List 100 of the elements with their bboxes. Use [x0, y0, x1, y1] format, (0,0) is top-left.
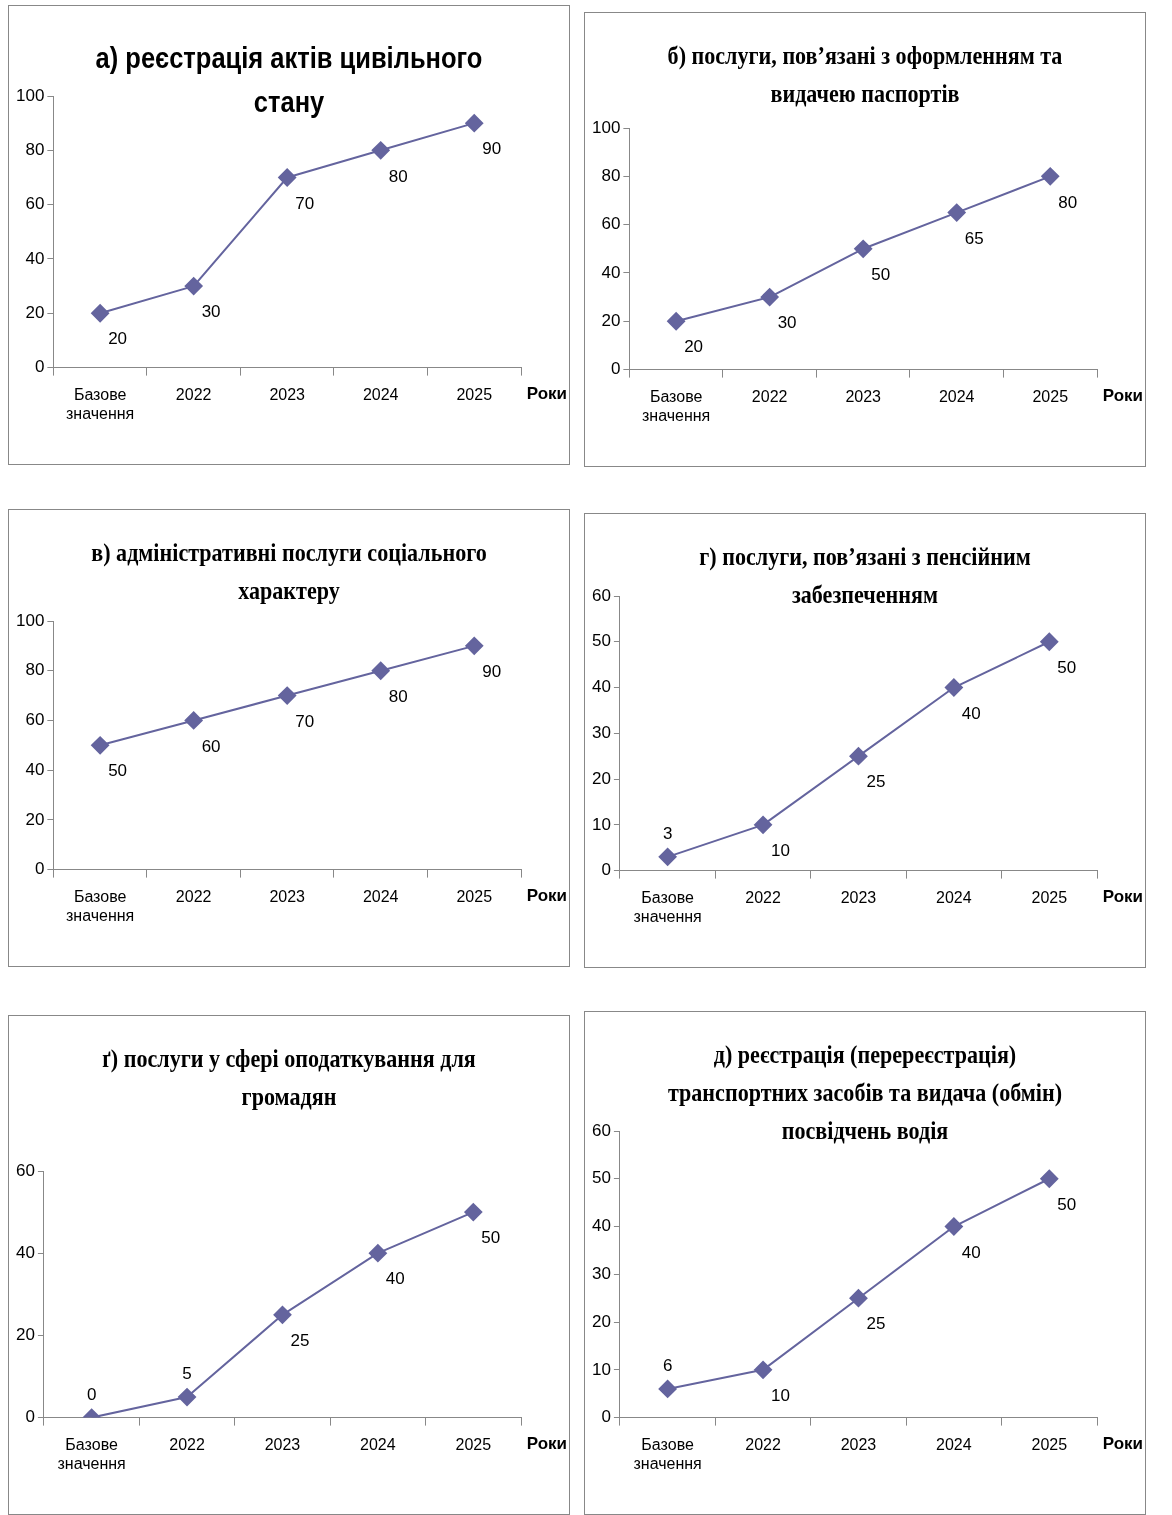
y-tick-label: 30 — [591, 722, 611, 742]
data-label: 3 — [662, 824, 673, 844]
y-tick-label: 0 — [601, 860, 611, 880]
y-tick-label: 20 — [25, 809, 45, 829]
y-tick-label: 0 — [610, 359, 621, 379]
y-tick-label: 80 — [25, 660, 45, 680]
point — [465, 114, 484, 133]
point — [1041, 167, 1060, 186]
point — [849, 747, 868, 766]
data-label: 25 — [290, 1331, 310, 1351]
data-label: 10 — [771, 841, 790, 861]
y-tick-label: 0 — [25, 1407, 35, 1427]
point — [273, 1305, 292, 1324]
data-label: 0 — [86, 1384, 97, 1404]
x-tick-label: 2022 — [175, 385, 212, 403]
data-label: 40 — [961, 703, 981, 723]
x-tick-label: 2025 — [455, 1435, 492, 1453]
x-axis-title: Роки — [526, 1433, 567, 1453]
point — [658, 1379, 677, 1398]
point — [278, 168, 297, 187]
x-tick-label: 2022 — [745, 1435, 781, 1453]
point — [854, 239, 873, 258]
data-label: 50 — [1057, 1194, 1077, 1214]
y-tick-label: 40 — [601, 262, 621, 282]
chart-title: а) реєстрація актів цивільного стану — [94, 40, 484, 120]
data-label: 25 — [866, 1314, 886, 1334]
y-tick-label: 20 — [25, 302, 45, 322]
data-label: 5 — [182, 1364, 192, 1384]
x-tick-label: 2023 — [845, 387, 882, 405]
point — [760, 288, 779, 307]
x-axis-title: Роки — [1102, 1433, 1143, 1453]
data-label: 80 — [388, 686, 408, 706]
x-tick-label: 2025 — [1031, 888, 1068, 906]
x-tick-label: 2023 — [840, 1435, 877, 1453]
y-tick-label: 40 — [15, 1242, 35, 1262]
chart-title: г) послуги, пов’язані з пенсійним забезпеченням — [698, 541, 1032, 611]
data-label: 90 — [482, 662, 502, 682]
y-tick-label: 60 — [25, 194, 45, 214]
y-tick-label: 10 — [591, 1359, 611, 1379]
y-tick-label: 80 — [25, 140, 45, 160]
data-label: 30 — [777, 313, 797, 333]
data-label: 25 — [866, 772, 886, 792]
data-label: 40 — [961, 1242, 981, 1262]
x-tick-label: 2022 — [751, 387, 788, 405]
x-tick-label: Базове значення — [633, 1435, 702, 1472]
x-tick-label: Базове значення — [633, 888, 702, 925]
data-label: 20 — [684, 337, 704, 357]
data-label: 70 — [295, 711, 315, 731]
x-tick-label: 2025 — [1031, 1435, 1068, 1453]
point — [754, 815, 773, 834]
y-tick-label: 40 — [591, 677, 611, 697]
y-tick-label: 20 — [591, 768, 611, 788]
point — [278, 686, 297, 705]
x-tick-label: Базове значення — [641, 387, 711, 424]
x-tick-label: 2022 — [745, 888, 781, 906]
data-label: 50 — [481, 1228, 501, 1248]
point — [184, 277, 203, 296]
chart-title: б) послуги, пов’язані з оформленням та видачею паспортів — [666, 40, 1064, 110]
x-tick-label: 2024 — [938, 387, 975, 405]
point — [1040, 1169, 1059, 1188]
y-tick-label: 40 — [25, 248, 45, 268]
data-label: 6 — [662, 1356, 673, 1376]
point — [465, 636, 484, 655]
x-axis-title: Роки — [1102, 385, 1143, 405]
y-tick-label: 40 — [25, 759, 45, 779]
x-axis-title: Роки — [526, 885, 567, 905]
chart-title: ґ) послуги у сфері оподаткування для громадян — [101, 1043, 477, 1113]
data-label: 80 — [388, 166, 408, 186]
point — [754, 1360, 773, 1379]
chart-title: в) адміністративні послуги соціального характеру — [90, 537, 488, 607]
data-label: 10 — [771, 1386, 790, 1406]
point — [667, 312, 686, 331]
y-tick-label: 60 — [601, 214, 621, 234]
point — [464, 1203, 483, 1222]
y-tick-label: 60 — [15, 1160, 35, 1180]
y-tick-label: 20 — [591, 1311, 611, 1331]
x-tick-label: 2024 — [362, 385, 399, 403]
y-tick-label: 100 — [15, 85, 45, 105]
chart-title: д) реєстрація (перереєстрація) транспортних засобів та видача (обмін) посвідчень водія — [666, 1039, 1064, 1147]
x-tick-label: 2023 — [269, 385, 306, 403]
x-tick-label: 2023 — [269, 887, 306, 905]
x-tick-label: Базове значення — [57, 1435, 126, 1472]
y-tick-label: 100 — [15, 610, 45, 630]
point — [184, 711, 203, 730]
x-axis-title: Роки — [1102, 886, 1143, 906]
x-axis-title: Роки — [526, 383, 567, 403]
point — [368, 1244, 387, 1263]
data-label: 80 — [1058, 192, 1078, 212]
point — [944, 1217, 963, 1236]
data-label: 40 — [385, 1269, 405, 1289]
point — [849, 1289, 868, 1308]
x-tick-label: 2023 — [840, 888, 877, 906]
y-tick-label: 40 — [591, 1216, 611, 1236]
y-tick-label: 0 — [601, 1407, 611, 1427]
x-tick-label: 2024 — [360, 1435, 396, 1453]
x-tick-label: 2024 — [936, 888, 972, 906]
y-tick-label: 20 — [601, 310, 621, 330]
point — [658, 847, 677, 866]
data-label: 50 — [871, 264, 891, 284]
y-tick-label: 10 — [591, 814, 611, 834]
